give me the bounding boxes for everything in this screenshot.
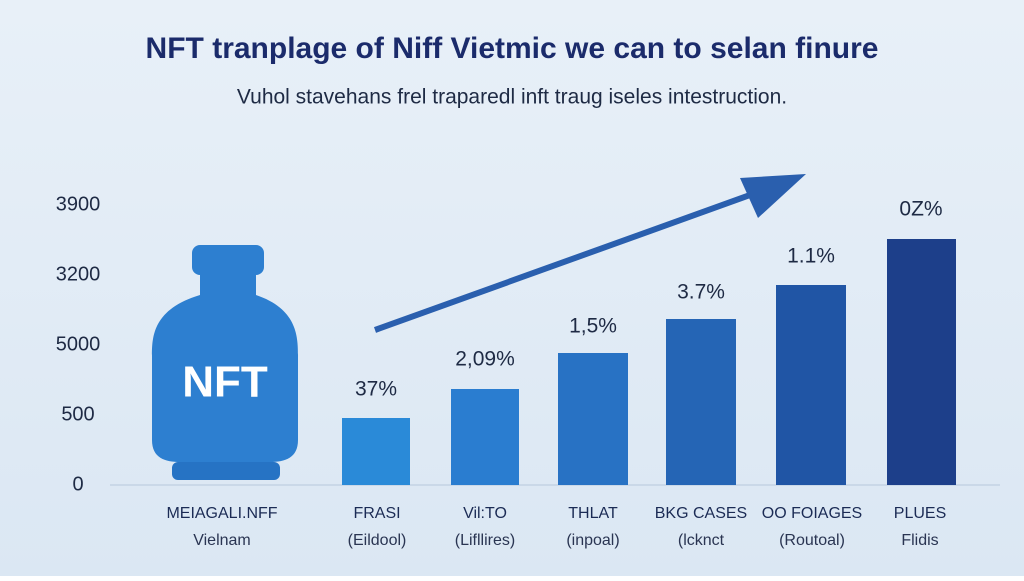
bar-label: 3.7%	[677, 281, 725, 304]
category-name: BKG CASES	[655, 505, 747, 522]
category-sub: (lcknct	[678, 532, 725, 549]
category-name: OO FOIAGES	[762, 505, 862, 522]
bar-label: 1,5%	[569, 315, 617, 338]
category-sub: (Eildool)	[348, 532, 407, 549]
category-sub: (Routoal)	[779, 532, 845, 549]
y-label: 3200	[56, 263, 101, 285]
bar-label: 1.1%	[787, 245, 835, 268]
category-name: MEIAGALI.NFF	[166, 505, 277, 522]
bar	[451, 389, 519, 485]
category-name: PLUES	[894, 505, 946, 522]
category-sub: Flidis	[901, 532, 938, 549]
category-sub: (Lifllires)	[455, 532, 515, 549]
y-label: 5000	[56, 333, 101, 355]
icon-label: NFT	[182, 358, 268, 407]
bar	[887, 239, 956, 485]
category-sub: Vielnam	[193, 532, 251, 549]
bar-label: 37%	[355, 378, 397, 401]
bar-label: 0Z%	[899, 198, 942, 221]
arrow	[373, 174, 806, 333]
title: NFT tranplage of Niff Vietmic we can to …	[146, 32, 879, 65]
category-name: FRASI	[353, 505, 400, 522]
nft-icon: NFT	[151, 245, 299, 480]
bar-label: 2,09%	[455, 348, 515, 371]
subtitle: Vuhol stavehans frel traparedl inft trau…	[237, 86, 787, 109]
bar	[558, 353, 628, 485]
category-name: THLAT	[568, 505, 618, 522]
category-name: Vil:TO	[463, 505, 507, 522]
bar	[666, 319, 736, 485]
y-label: 500	[61, 403, 94, 425]
bar	[342, 418, 410, 485]
y-label: 3900	[56, 193, 101, 215]
y-label: 0	[72, 473, 83, 495]
category-sub: (inpoal)	[566, 532, 619, 549]
bar	[776, 285, 846, 485]
